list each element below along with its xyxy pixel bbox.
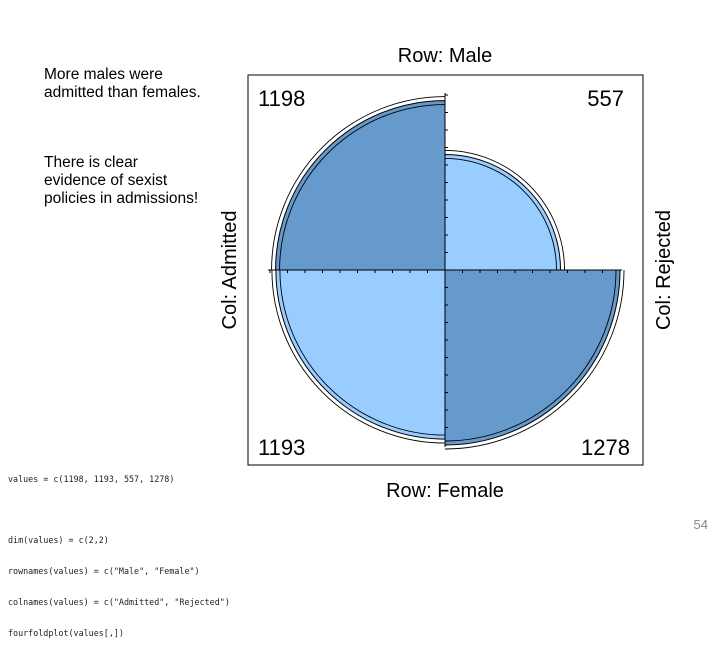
- code-line: fourfoldplot(values[,]): [8, 628, 124, 639]
- confidence-ring-bottom-right-0: [444, 269, 617, 442]
- cell-count-top-right: 557: [587, 86, 624, 111]
- column-label-right: Col: Rejected: [653, 210, 675, 330]
- row-label-bottom: Row: Female: [386, 480, 504, 502]
- quadrant-top-right: [444, 153, 562, 271]
- quadrant-layer: [275, 100, 621, 446]
- confidence-ring-bottom-left-1: [271, 269, 446, 444]
- fourfold-plot: Row: Male Row: Female Col: Admitted Col:…: [219, 45, 675, 502]
- axes-layer: [268, 93, 622, 447]
- cell-count-bottom-right: 1278: [581, 435, 630, 460]
- confidence-outline-layer: [271, 96, 625, 450]
- quadrant-bottom-right: [444, 269, 621, 446]
- confidence-ring-top-left-1: [271, 96, 446, 271]
- confidence-ring-bottom-right-1: [444, 269, 625, 450]
- annotation-text-admitted: More males were admitted than females.: [44, 66, 201, 101]
- annotation-text-sexist-policies: There is clear evidence of sexist polici…: [44, 154, 199, 207]
- code-line: dim(values) = c(2,2): [8, 535, 109, 546]
- code-line: values = c(1198, 1193, 557, 1278): [8, 473, 175, 484]
- code-line: rownames(values) = c("Male", "Female"): [8, 566, 200, 577]
- confidence-ring-top-right-1: [444, 150, 565, 271]
- quadrant-bottom-left: [275, 269, 446, 440]
- code-line: colnames(values) = c("Admitted", "Reject…: [8, 597, 230, 608]
- row-label-top: Row: Male: [398, 45, 492, 67]
- column-label-left: Col: Admitted: [219, 211, 241, 330]
- r-code-snippet: values = c(1198, 1193, 557, 1278) dim(va…: [8, 453, 298, 649]
- confidence-ring-bottom-left-0: [279, 269, 446, 436]
- page-number: 54: [693, 517, 708, 532]
- cell-count-bottom-left: 1193: [258, 435, 305, 460]
- code-line: [8, 504, 298, 514]
- cell-count-top-left: 1198: [258, 86, 305, 111]
- confidence-ring-top-left-0: [279, 104, 446, 271]
- plot-frame: [247, 74, 644, 466]
- confidence-ring-top-right-0: [444, 158, 557, 271]
- quadrant-top-left: [275, 100, 446, 271]
